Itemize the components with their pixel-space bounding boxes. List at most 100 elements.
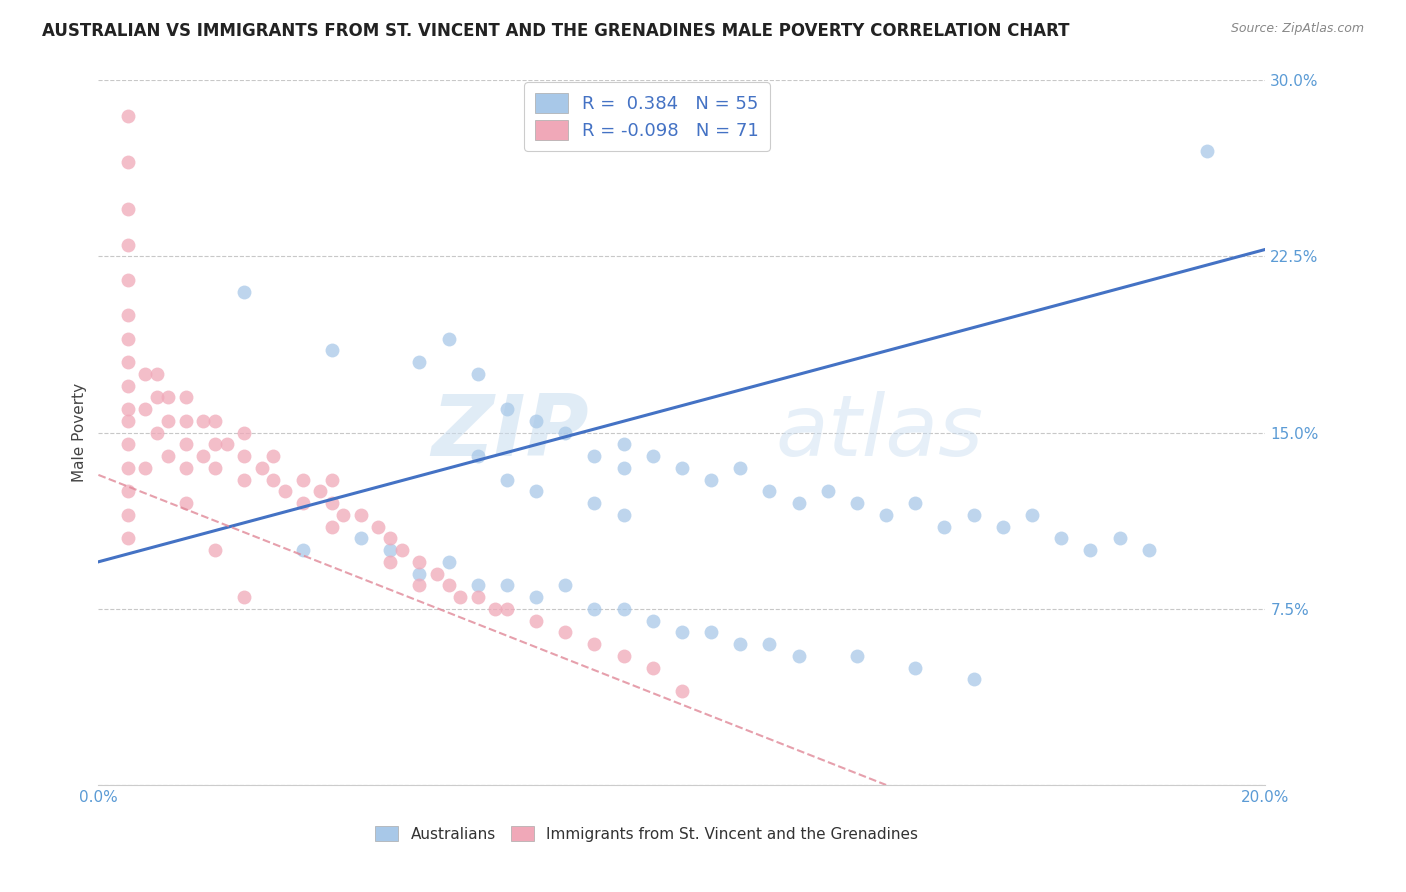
Point [174, 437, 197, 451]
Point [671, 460, 693, 475]
Point [496, 578, 519, 592]
Point [730, 460, 752, 475]
Point [641, 614, 664, 628]
Point [962, 508, 984, 522]
Point [117, 108, 139, 122]
Point [846, 648, 869, 663]
Point [117, 532, 139, 546]
Point [204, 460, 226, 475]
Text: atlas: atlas [775, 391, 983, 475]
Point [117, 378, 139, 392]
Point [262, 449, 284, 463]
Point [204, 414, 226, 428]
Point [758, 637, 780, 651]
Point [700, 473, 723, 487]
Point [904, 496, 927, 510]
Point [426, 566, 449, 581]
Point [554, 425, 576, 440]
Point [117, 414, 139, 428]
Point [146, 390, 169, 404]
Point [875, 508, 897, 522]
Point [309, 484, 332, 499]
Point [467, 578, 489, 592]
Point [117, 460, 139, 475]
Point [233, 590, 256, 604]
Point [1195, 144, 1218, 158]
Point [117, 155, 139, 169]
Point [117, 308, 139, 322]
Point [274, 484, 297, 499]
Point [117, 484, 139, 499]
Point [496, 601, 519, 615]
Point [174, 460, 197, 475]
Point [174, 496, 197, 510]
Point [321, 473, 343, 487]
Point [1080, 543, 1102, 558]
Point [612, 508, 634, 522]
Point [408, 566, 430, 581]
Point [157, 449, 180, 463]
Text: AUSTRALIAN VS IMMIGRANTS FROM ST. VINCENT AND THE GRENADINES MALE POVERTY CORREL: AUSTRALIAN VS IMMIGRANTS FROM ST. VINCEN… [42, 22, 1070, 40]
Point [408, 555, 430, 569]
Point [846, 496, 869, 510]
Point [449, 590, 471, 604]
Point [817, 484, 839, 499]
Point [146, 367, 169, 381]
Point [641, 449, 664, 463]
Point [291, 496, 314, 510]
Point [233, 425, 256, 440]
Point [321, 343, 343, 358]
Point [467, 367, 489, 381]
Point [787, 648, 810, 663]
Point [1021, 508, 1043, 522]
Point [641, 660, 664, 674]
Point [467, 590, 489, 604]
Point [408, 578, 430, 592]
Point [904, 660, 927, 674]
Y-axis label: Male Poverty: Male Poverty [72, 383, 87, 483]
Point [524, 614, 547, 628]
Point [204, 437, 226, 451]
Point [437, 555, 460, 569]
Point [332, 508, 354, 522]
Point [612, 437, 634, 451]
Point [117, 355, 139, 369]
Legend: Australians, Immigrants from St. Vincent and the Grenadines: Australians, Immigrants from St. Vincent… [370, 820, 924, 847]
Point [437, 578, 460, 592]
Point [1050, 532, 1073, 546]
Point [291, 473, 314, 487]
Point [524, 590, 547, 604]
Point [758, 484, 780, 499]
Point [367, 519, 389, 533]
Point [671, 684, 693, 698]
Point [146, 425, 169, 440]
Point [117, 237, 139, 252]
Point [991, 519, 1014, 533]
Point [380, 543, 402, 558]
Text: Source: ZipAtlas.com: Source: ZipAtlas.com [1230, 22, 1364, 36]
Point [554, 625, 576, 640]
Point [671, 625, 693, 640]
Point [157, 390, 180, 404]
Point [174, 414, 197, 428]
Point [350, 508, 373, 522]
Point [380, 532, 402, 546]
Text: ZIP: ZIP [430, 391, 589, 475]
Point [321, 519, 343, 533]
Point [700, 625, 723, 640]
Point [583, 601, 606, 615]
Point [612, 601, 634, 615]
Point [321, 496, 343, 510]
Point [496, 473, 519, 487]
Point [174, 390, 197, 404]
Point [612, 460, 634, 475]
Point [583, 449, 606, 463]
Point [134, 460, 156, 475]
Point [787, 496, 810, 510]
Point [730, 637, 752, 651]
Point [612, 648, 634, 663]
Point [193, 414, 215, 428]
Point [524, 414, 547, 428]
Point [408, 355, 430, 369]
Point [117, 437, 139, 451]
